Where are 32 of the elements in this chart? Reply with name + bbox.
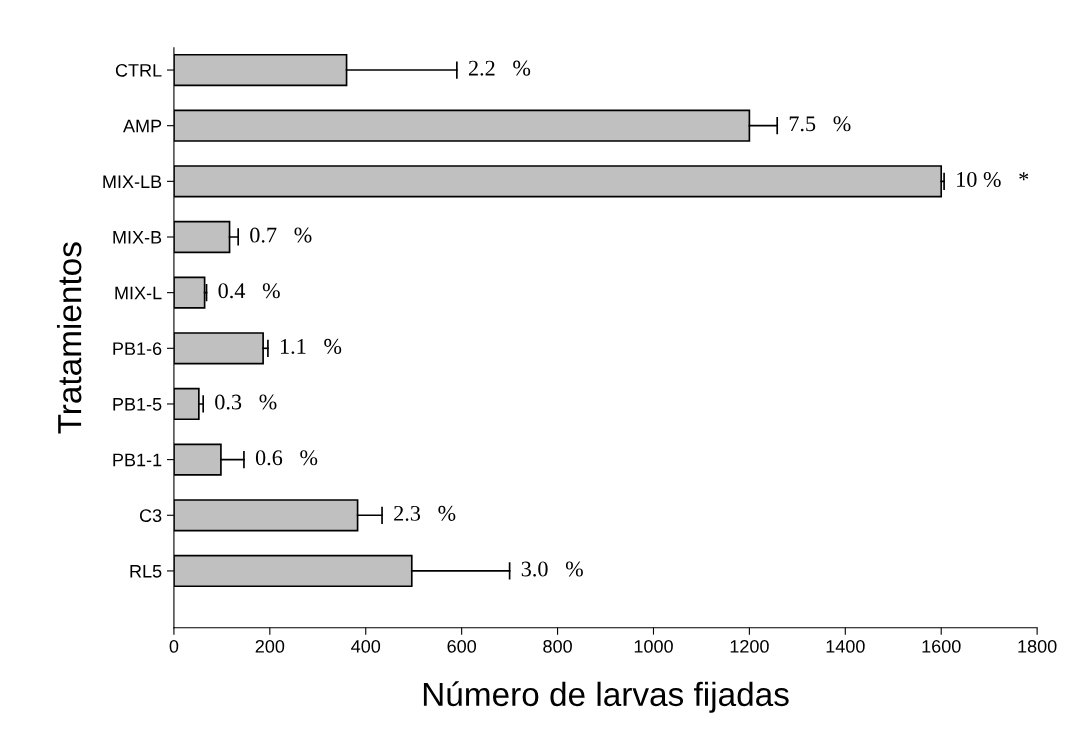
x-tick-label: 200	[255, 639, 285, 653]
y-tick-label: MIX-L	[115, 286, 162, 300]
y-axis-title: Tratamientos	[56, 242, 82, 434]
y-tick-label: C3	[139, 509, 162, 522]
x-tick-label: 0	[169, 639, 179, 653]
x-axis-title: Número de larvas fijadas	[423, 681, 789, 713]
x-tick-label: 1000	[634, 639, 673, 653]
annotation: 1.1 %	[280, 338, 342, 354]
y-tick-label: PB1-1	[113, 453, 162, 467]
x-tick-label: 400	[351, 639, 381, 653]
x-tick-label: 600	[447, 639, 477, 653]
y-tick-label: PB1-6	[113, 342, 162, 356]
annotation: 2.2 %	[468, 60, 531, 76]
y-tick-label: AMP	[123, 119, 162, 133]
y-tick-label: MIX-LB	[103, 175, 162, 188]
annotation: 2.3 %	[394, 505, 456, 521]
y-tick-label: MIX-B	[113, 231, 162, 244]
annotation: 3.0 %	[521, 561, 583, 577]
x-tick-label: 1200	[730, 639, 769, 653]
y-tick-label: CTRL	[115, 63, 162, 77]
annotation: 0.4 %	[218, 283, 280, 299]
annotation: 7.5 %	[789, 116, 851, 132]
annotation: 0.7 %	[250, 227, 312, 243]
y-tick-label: PB1-5	[113, 398, 162, 411]
x-tick-label: 800	[543, 639, 572, 653]
annotation: 0.6 %	[255, 450, 318, 466]
y-tick-label: RL5	[130, 565, 162, 578]
annotation: 10 % *	[957, 171, 1029, 187]
x-tick-label: 1400	[826, 639, 865, 653]
annotation: 0.3 %	[215, 394, 277, 410]
x-tick-label: 1800	[1018, 639, 1057, 653]
x-tick-label: 1600	[922, 639, 961, 653]
